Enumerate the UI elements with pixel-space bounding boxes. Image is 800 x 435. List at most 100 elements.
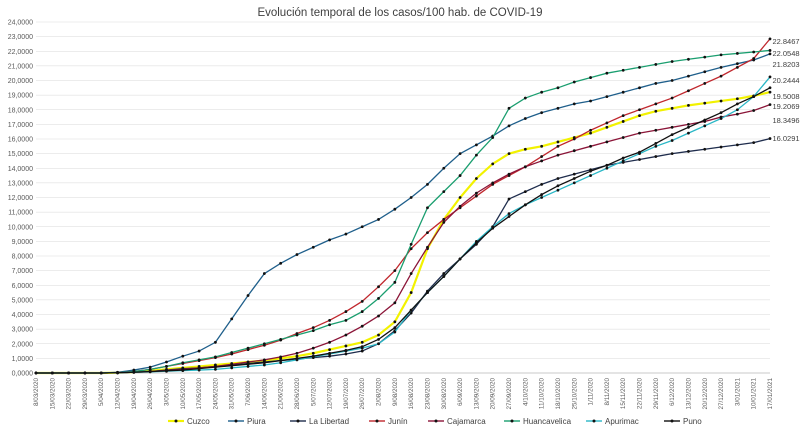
series-apurimac <box>34 75 772 375</box>
legend-item: La Libertad <box>290 417 349 426</box>
data-point <box>377 333 380 337</box>
data-point <box>768 52 772 56</box>
data-point <box>197 349 201 353</box>
x-tick-label: 25/10/2020 <box>571 378 578 410</box>
data-point <box>523 96 527 100</box>
data-point <box>556 86 560 90</box>
legend-label: Apurimac <box>605 417 639 426</box>
series-line <box>36 49 771 374</box>
series-line <box>36 53 771 374</box>
data-point <box>360 299 364 303</box>
data-point <box>311 245 315 249</box>
x-tick-label: 14/06/2020 <box>261 378 268 410</box>
data-point <box>165 360 168 364</box>
data-point <box>670 106 674 110</box>
legend-marker <box>434 419 438 423</box>
end-value-label: 22.8467 <box>772 37 799 46</box>
data-point <box>295 351 299 355</box>
data-point <box>605 71 609 75</box>
end-value-labels: 22.8467 22.0548 21.8203 20.2444 19.500819.20… <box>772 37 799 143</box>
data-point <box>360 310 364 313</box>
data-point <box>426 291 429 294</box>
data-point <box>246 360 250 364</box>
data-point <box>589 174 592 177</box>
x-tick-label: 31/05/2020 <box>229 378 236 410</box>
end-value-label: 21.8203 <box>772 60 799 69</box>
data-point <box>719 99 723 103</box>
data-point <box>703 70 707 74</box>
data-point <box>409 196 413 199</box>
data-point <box>703 101 707 105</box>
data-point <box>654 141 658 145</box>
data-point <box>670 152 674 156</box>
data-point <box>589 169 592 173</box>
data-point <box>442 190 446 194</box>
data-point <box>768 103 772 107</box>
x-tick-label: 15/11/2020 <box>620 378 627 410</box>
data-point <box>165 369 168 373</box>
x-tick-label: 6/12/2020 <box>669 378 676 407</box>
y-tick-label: 16,0000 <box>8 137 33 144</box>
data-point <box>540 193 544 196</box>
series-jun-n <box>34 37 772 375</box>
data-point <box>344 348 348 352</box>
data-point <box>752 109 756 112</box>
data-point <box>654 128 658 132</box>
series-puno <box>34 86 772 375</box>
data-point <box>442 275 446 278</box>
x-tick-label: 27/09/2020 <box>506 378 513 410</box>
data-point <box>735 143 739 147</box>
y-tick-label: 12,0000 <box>8 195 33 202</box>
data-point <box>507 152 511 156</box>
data-point <box>328 238 331 242</box>
x-tick-label: 27/12/2020 <box>718 378 725 410</box>
data-point <box>703 55 707 59</box>
data-point <box>719 145 723 149</box>
data-point <box>344 352 348 356</box>
data-point <box>605 166 609 170</box>
data-point <box>556 144 560 148</box>
data-point <box>540 182 544 186</box>
data-point <box>556 153 560 157</box>
y-tick-label: 2,0000 <box>12 341 34 348</box>
data-point <box>523 117 527 120</box>
data-point <box>735 112 739 116</box>
data-point <box>377 314 380 318</box>
data-point <box>638 114 641 117</box>
data-point <box>687 103 690 107</box>
data-point <box>605 125 609 129</box>
data-point <box>279 261 283 265</box>
data-point <box>214 355 217 359</box>
data-point <box>409 311 413 315</box>
data-point <box>409 247 413 251</box>
data-point <box>768 75 772 79</box>
y-tick-label: 17,0000 <box>8 122 33 129</box>
data-point <box>670 79 674 82</box>
data-point <box>703 147 707 151</box>
data-point <box>572 102 576 106</box>
data-point <box>279 337 283 341</box>
data-point <box>344 344 348 348</box>
data-point <box>556 106 560 110</box>
data-point <box>589 131 592 135</box>
data-point <box>311 354 315 358</box>
data-point <box>409 291 413 294</box>
legend-marker <box>174 419 178 423</box>
end-value-label: 16.0291 <box>772 134 799 143</box>
x-tick-label: 18/10/2020 <box>555 378 562 410</box>
data-point <box>393 207 397 211</box>
chart-title: Evolución temporal de los casos/100 hab.… <box>257 7 542 19</box>
data-point <box>311 346 315 350</box>
data-point <box>328 318 331 322</box>
x-tick-label: 19/04/2020 <box>131 378 138 410</box>
data-point <box>768 86 772 90</box>
data-point <box>442 220 446 224</box>
y-tick-label: 24,0000 <box>8 20 33 27</box>
x-tick-label: 22/03/2020 <box>66 378 73 410</box>
data-point <box>426 231 429 235</box>
data-point <box>752 95 756 98</box>
data-point <box>638 131 641 135</box>
data-point <box>230 317 234 321</box>
data-point <box>148 365 152 369</box>
data-point <box>360 345 364 349</box>
